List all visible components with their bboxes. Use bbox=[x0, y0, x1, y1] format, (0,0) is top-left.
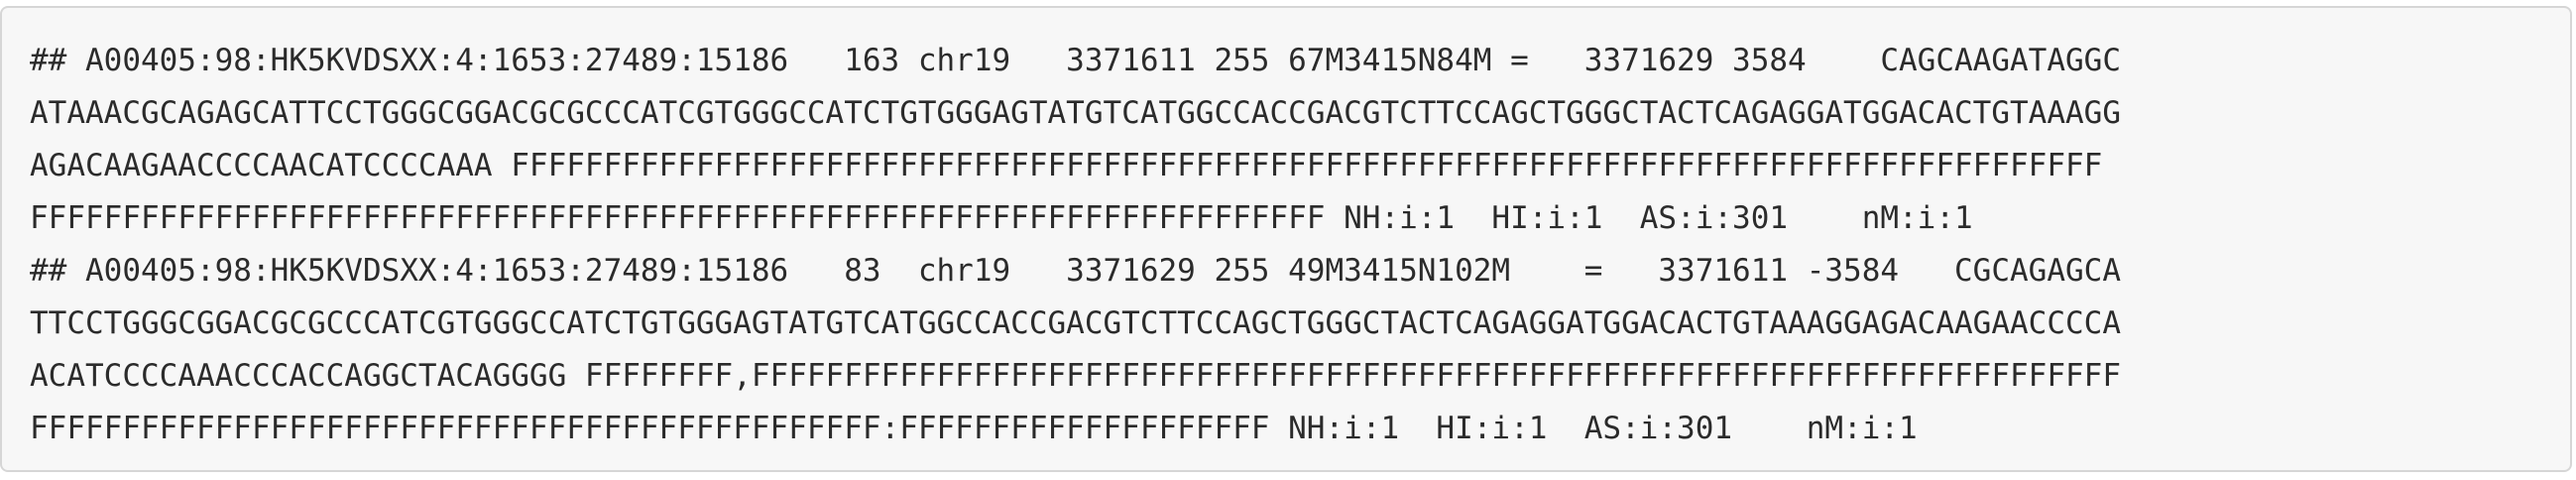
code-line: AGACAAGAACCCCAACATCCCCAAA FFFFFFFFFFFFFF… bbox=[30, 148, 2103, 183]
code-line: ATAAACGCAGAGCATTCCTGGGCGGACGCGCCCATCGTGG… bbox=[30, 95, 2121, 131]
code-line: ## A00405:98:HK5KVDSXX:4:1653:27489:1518… bbox=[30, 43, 2121, 78]
code-line: FFFFFFFFFFFFFFFFFFFFFFFFFFFFFFFFFFFFFFFF… bbox=[30, 411, 1918, 446]
code-line: ACATCCCCAAACCCACCAGGCTACAGGGG FFFFFFFF,F… bbox=[30, 358, 2121, 394]
code-line: TTCCTGGGCGGACGCGCCCATCGTGGGCCATCTGTGGGAG… bbox=[30, 305, 2121, 341]
sam-record-code-block: ## A00405:98:HK5KVDSXX:4:1653:27489:1518… bbox=[0, 6, 2572, 472]
code-line: FFFFFFFFFFFFFFFFFFFFFFFFFFFFFFFFFFFFFFFF… bbox=[30, 200, 1973, 236]
code-line: ## A00405:98:HK5KVDSXX:4:1653:27489:1518… bbox=[30, 253, 2121, 289]
sam-alignment-text: ## A00405:98:HK5KVDSXX:4:1653:27489:1518… bbox=[30, 35, 2570, 455]
